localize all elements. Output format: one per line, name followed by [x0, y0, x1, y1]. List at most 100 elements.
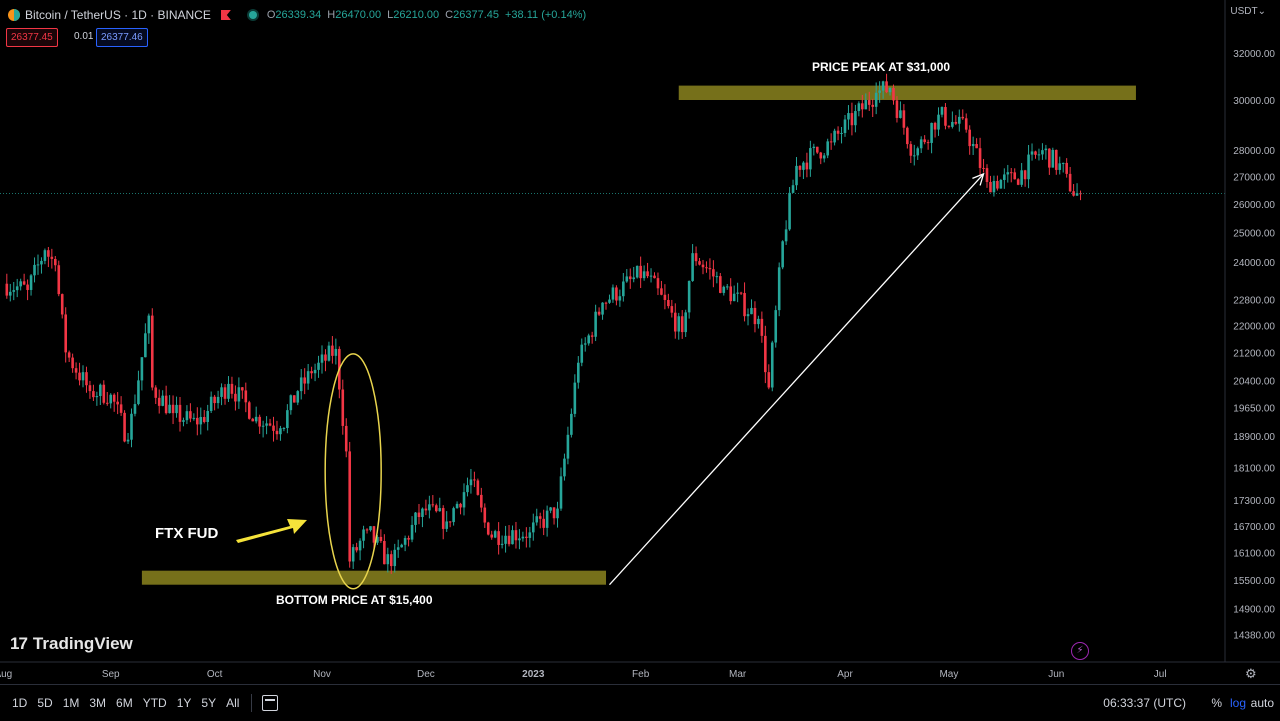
candle-body	[490, 534, 494, 538]
buy-button[interactable]: 26377.46	[96, 28, 148, 47]
candle-body	[130, 413, 133, 440]
candle-body	[628, 276, 632, 280]
candle-body	[150, 315, 154, 388]
timeframe-1y[interactable]: 1Y	[176, 696, 192, 710]
market-status-icon[interactable]	[248, 11, 257, 19]
candle-body	[414, 512, 417, 525]
spread-value: 0.01	[74, 31, 94, 42]
candle-body	[611, 287, 615, 300]
candle-body	[864, 100, 868, 110]
time-tick-label: Jun	[1048, 669, 1064, 680]
candle-body	[719, 276, 722, 293]
candle-body	[393, 549, 397, 567]
candle-body	[975, 144, 978, 149]
candle-body	[327, 345, 331, 361]
candle-body	[396, 547, 400, 550]
price-axis-bg	[1225, 0, 1280, 662]
candle-body	[795, 165, 798, 186]
candle-body	[334, 348, 338, 356]
price-tick-label: 32000.00	[1233, 49, 1275, 60]
high-value: 26470.00	[335, 9, 382, 21]
candle-body	[95, 396, 99, 398]
candle-body	[282, 427, 286, 429]
timeframe-5y[interactable]: 5Y	[201, 696, 217, 710]
candle-body	[81, 372, 85, 381]
candle-body	[445, 521, 448, 529]
candle-body	[760, 318, 764, 336]
flag-icon[interactable]	[220, 10, 231, 20]
candle-body	[140, 357, 144, 381]
tradingview-logo[interactable]: 17 TradingView	[10, 634, 133, 654]
price-axis[interactable]: 14380.00 14900.00 15500.00 16100.00 16700.00…	[1224, 0, 1280, 662]
timeframe-5d[interactable]: 5D	[37, 696, 53, 710]
candle-body	[514, 530, 518, 541]
candle-body	[220, 387, 223, 397]
utc-clock[interactable]: 06:33:37 (UTC)	[1103, 696, 1186, 710]
candle-body	[660, 288, 663, 295]
candle-body	[805, 162, 809, 170]
candle-body	[635, 265, 639, 278]
candle-body	[213, 396, 216, 404]
candle-body	[175, 404, 178, 414]
timeframe-1d[interactable]: 1D	[12, 696, 28, 710]
candle-body	[1044, 148, 1048, 151]
candle-body	[878, 90, 881, 93]
candle-body	[247, 402, 251, 419]
sell-button[interactable]: 26377.45	[6, 28, 58, 47]
candle-body	[1048, 148, 1051, 168]
candle-body	[712, 269, 715, 277]
candle-body	[649, 275, 653, 277]
currency-selector[interactable]: USDT⌄	[1230, 6, 1266, 17]
candle-body	[577, 362, 580, 383]
log-toggle[interactable]: log	[1229, 696, 1246, 710]
candle-body	[957, 116, 961, 124]
candle-body	[559, 476, 563, 509]
candle-body	[365, 529, 369, 531]
calendar-icon[interactable]	[262, 695, 279, 711]
low-value: 26210.00	[393, 9, 440, 21]
candle-body	[428, 504, 431, 511]
candle-body	[331, 345, 334, 356]
candle-body	[272, 425, 275, 431]
timeframe-6m[interactable]: 6M	[116, 696, 133, 710]
candle-body	[840, 132, 843, 134]
candle-body	[978, 148, 982, 168]
candle-body	[843, 119, 847, 133]
time-axis[interactable]: Aug Sep Oct Nov Dec 2023 Feb Mar Apr May Jun Jul	[0, 661, 1280, 680]
time-tick-label: Mar	[729, 669, 747, 680]
candle-body	[8, 291, 12, 296]
timeframe-1m[interactable]: 1M	[62, 696, 80, 710]
candle-body	[847, 113, 850, 120]
candle-body	[161, 395, 164, 406]
percent-toggle[interactable]: %	[1211, 696, 1222, 710]
candle-body	[722, 286, 726, 293]
candle-body	[912, 155, 916, 157]
candle-body	[1058, 163, 1062, 170]
candle-body	[157, 397, 161, 406]
price-tick-label: 21200.00	[1233, 348, 1275, 359]
candle-body	[767, 372, 771, 388]
lightning-icon[interactable]: ⚡	[1071, 642, 1089, 660]
candle-body	[137, 380, 140, 405]
price-tick-label: 30000.00	[1233, 96, 1275, 107]
timeframe-all[interactable]: All	[226, 696, 240, 710]
candle-body	[455, 503, 459, 509]
timeframe-ytd[interactable]: YTD	[142, 696, 167, 710]
candle-body	[112, 394, 116, 402]
symbol-title[interactable]: Bitcoin / TetherUS · 1D · BINANCE	[25, 8, 211, 22]
auto-toggle[interactable]: auto	[1250, 696, 1274, 710]
candle-body	[930, 122, 933, 143]
candle-body	[1051, 149, 1055, 168]
timeframe-3m[interactable]: 3M	[89, 696, 107, 710]
candle-body	[185, 411, 189, 421]
gear-icon[interactable]: ⚙	[1245, 666, 1257, 681]
candle-body	[448, 521, 452, 523]
candle-body	[1003, 174, 1006, 180]
candle-body	[906, 127, 909, 145]
candle-body	[753, 307, 757, 325]
candle-body	[78, 372, 81, 381]
time-tick-label: Feb	[632, 669, 650, 680]
candle-body	[822, 155, 826, 159]
candle-body	[102, 384, 106, 403]
